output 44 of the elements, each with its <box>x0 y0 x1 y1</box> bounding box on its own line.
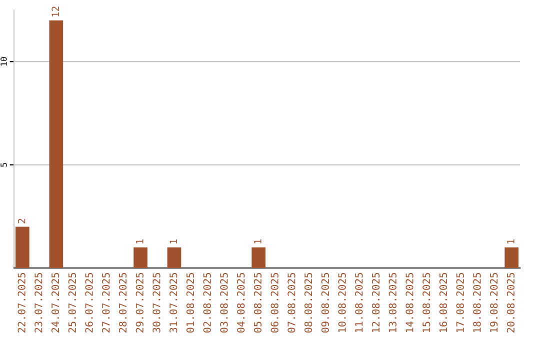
bar <box>504 247 518 268</box>
x-tick-label: 10.08.2025 <box>338 272 346 332</box>
bar <box>134 247 148 268</box>
x-tick-label: 08.08.2025 <box>304 272 312 333</box>
x-tick-label: 28.07.2025 <box>118 272 127 332</box>
x-tick-label: 03.08.2025 <box>220 272 228 333</box>
bar <box>16 226 30 268</box>
x-tick-label: 13.08.2025 <box>388 272 396 332</box>
x-tick-label: 05.08.2025 <box>254 272 262 333</box>
x-tick-label: 06.08.2025 <box>270 272 278 333</box>
x-tick-label: 19.08.2025 <box>490 272 498 332</box>
x-tick-label: 25.07.2025 <box>68 272 76 332</box>
bar <box>167 247 182 268</box>
x-tick-label: 11.08.2025 <box>355 272 363 332</box>
data-label: 12 <box>52 6 59 16</box>
x-tick-label: 31.07.2025 <box>170 272 178 333</box>
x-tick-label: 02.08.2025 <box>203 272 211 333</box>
x-tick-label: 16.08.2025 <box>439 272 448 332</box>
data-label: 1 <box>254 239 262 244</box>
x-tick-label: 14.08.2025 <box>406 272 414 332</box>
data-label: 1 <box>136 239 144 244</box>
x-tick-label: 04.08.2025 <box>237 272 245 333</box>
data-label: 1 <box>170 239 177 244</box>
y-tick-label: 5 <box>0 162 7 167</box>
x-tick-label: 09.08.2025 <box>321 272 329 333</box>
x-tick-label: 23.07.2025 <box>34 272 42 332</box>
x-tick-label: 20.08.2025 <box>506 272 515 332</box>
y-tick-label: 10 <box>0 57 7 66</box>
x-tick-label: 22.07.2025 <box>18 272 26 332</box>
x-tick-label: 01.08.2025 <box>186 272 194 333</box>
data-label: 1 <box>507 239 514 244</box>
x-tick-label: 27.07.2025 <box>102 272 110 332</box>
x-tick-label: 30.07.2025 <box>152 272 160 333</box>
data-label: 2 <box>18 218 26 224</box>
x-tick-label: 29.07.2025 <box>136 272 144 332</box>
bar <box>252 247 266 268</box>
x-tick-label: 17.08.2025 <box>456 272 464 332</box>
x-tick-label: 26.07.2025 <box>85 272 93 332</box>
x-tick-label: 24.07.2025 <box>51 272 60 332</box>
x-tick-label: 07.08.2025 <box>288 272 296 333</box>
x-tick-label: 18.08.2025 <box>473 272 481 332</box>
bar <box>49 20 64 268</box>
x-tick-label: 15.08.2025 <box>422 272 430 332</box>
x-tick-label: 12.08.2025 <box>372 272 380 332</box>
